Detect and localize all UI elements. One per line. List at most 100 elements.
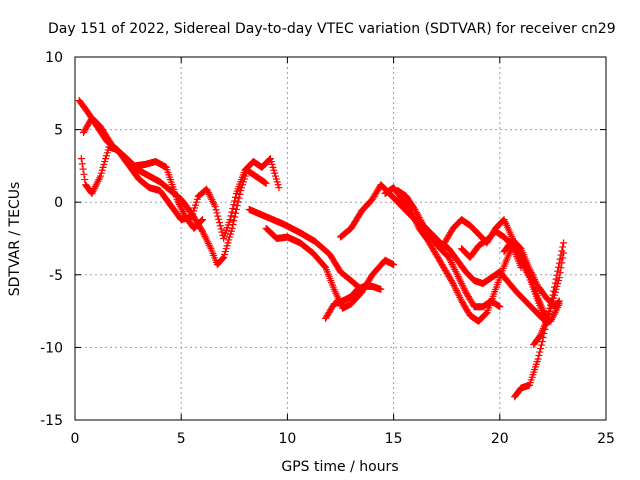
data-point bbox=[211, 203, 219, 211]
data-point bbox=[448, 278, 456, 286]
chart-title: Day 151 of 2022, Sidereal Day-to-day VTE… bbox=[48, 21, 616, 37]
data-point bbox=[554, 298, 562, 306]
series-track-6 bbox=[322, 282, 384, 322]
data-point bbox=[212, 206, 220, 214]
data-point bbox=[235, 194, 243, 202]
data-point bbox=[560, 249, 568, 257]
data-point bbox=[411, 205, 419, 213]
data-point bbox=[234, 198, 242, 206]
data-point bbox=[226, 216, 234, 224]
data-point bbox=[227, 212, 235, 220]
data-point bbox=[228, 224, 236, 232]
data-point bbox=[232, 193, 240, 201]
data-point bbox=[559, 243, 567, 251]
y-tick-labels: -15 -10 -5 0 5 10 bbox=[40, 50, 63, 429]
data-point bbox=[219, 254, 227, 262]
data-point bbox=[558, 259, 566, 267]
series-track-5 bbox=[262, 224, 397, 312]
data-point bbox=[198, 226, 206, 234]
data-point bbox=[555, 297, 563, 305]
axis-ticks bbox=[74, 56, 607, 421]
data-point bbox=[215, 219, 223, 227]
data-point bbox=[215, 215, 223, 223]
data-point bbox=[231, 197, 239, 205]
series-track-7 bbox=[337, 181, 562, 325]
data-point bbox=[229, 204, 237, 212]
data-point bbox=[418, 218, 426, 226]
y-tick-label: 10 bbox=[45, 50, 63, 66]
x-tick-label: 10 bbox=[278, 431, 296, 447]
data-point bbox=[555, 274, 563, 282]
series-track-4 bbox=[245, 205, 363, 291]
data-point bbox=[230, 201, 238, 209]
data-point bbox=[534, 355, 542, 363]
data-point bbox=[390, 261, 398, 269]
plot-frame bbox=[74, 56, 607, 421]
data-point bbox=[214, 212, 222, 220]
series-track-11 bbox=[458, 227, 524, 269]
series-track-2 bbox=[77, 143, 282, 242]
x-tick-label: 25 bbox=[597, 431, 615, 447]
data-point bbox=[517, 264, 525, 272]
data-point bbox=[538, 338, 546, 346]
y-tick-label: -10 bbox=[40, 340, 63, 356]
series-track-13 bbox=[530, 254, 567, 348]
data-point bbox=[537, 341, 545, 349]
y-tick-label: 5 bbox=[54, 123, 63, 139]
x-tick-label: 20 bbox=[491, 431, 509, 447]
y-tick-label: 0 bbox=[54, 195, 63, 211]
data-point bbox=[413, 209, 421, 217]
data-point bbox=[413, 210, 421, 218]
series-track-14 bbox=[500, 236, 562, 311]
data-point bbox=[228, 208, 236, 216]
data-point bbox=[536, 348, 544, 356]
data-point bbox=[217, 225, 225, 233]
x-tick-label: 5 bbox=[177, 431, 186, 447]
data-point bbox=[275, 184, 283, 192]
data-point bbox=[198, 216, 206, 224]
series-track-10 bbox=[441, 216, 550, 326]
x-tick-label: 0 bbox=[71, 431, 80, 447]
data-point bbox=[216, 222, 224, 230]
data-point bbox=[412, 207, 420, 215]
x-tick-label: 15 bbox=[385, 431, 403, 447]
data-point bbox=[377, 285, 385, 293]
data-point bbox=[79, 165, 87, 173]
data-point bbox=[559, 254, 567, 262]
data-point bbox=[556, 269, 564, 277]
data-point bbox=[560, 239, 568, 247]
data-point bbox=[417, 217, 425, 225]
data-point bbox=[557, 264, 565, 272]
data-point bbox=[414, 212, 422, 220]
y-axis-label: SDTVAR / TECUs bbox=[7, 182, 23, 297]
x-tick-labels: 0 5 10 15 20 25 bbox=[71, 431, 615, 447]
data-point bbox=[535, 352, 543, 360]
data-point bbox=[231, 213, 239, 221]
data-points bbox=[75, 97, 568, 401]
data-point bbox=[262, 179, 270, 187]
data-point bbox=[416, 215, 424, 223]
data-point bbox=[415, 213, 423, 221]
y-tick-label: -5 bbox=[49, 268, 63, 284]
data-point bbox=[233, 202, 241, 210]
data-point bbox=[218, 228, 226, 236]
series-track-3 bbox=[79, 114, 206, 232]
data-point bbox=[213, 209, 221, 217]
data-point bbox=[482, 309, 490, 317]
data-point bbox=[232, 209, 240, 217]
series-track-9 bbox=[394, 187, 503, 311]
data-point bbox=[77, 155, 85, 163]
data-point bbox=[232, 205, 240, 213]
data-point bbox=[321, 263, 329, 271]
data-point bbox=[78, 160, 86, 168]
data-point bbox=[80, 170, 88, 178]
data-point bbox=[535, 333, 543, 341]
data-point bbox=[198, 216, 206, 224]
data-point bbox=[230, 217, 238, 225]
data-point bbox=[537, 345, 545, 353]
data-point bbox=[81, 176, 89, 184]
x-axis-label: GPS time / hours bbox=[281, 459, 398, 475]
y-tick-label: -15 bbox=[40, 413, 63, 429]
data-point bbox=[496, 303, 504, 311]
